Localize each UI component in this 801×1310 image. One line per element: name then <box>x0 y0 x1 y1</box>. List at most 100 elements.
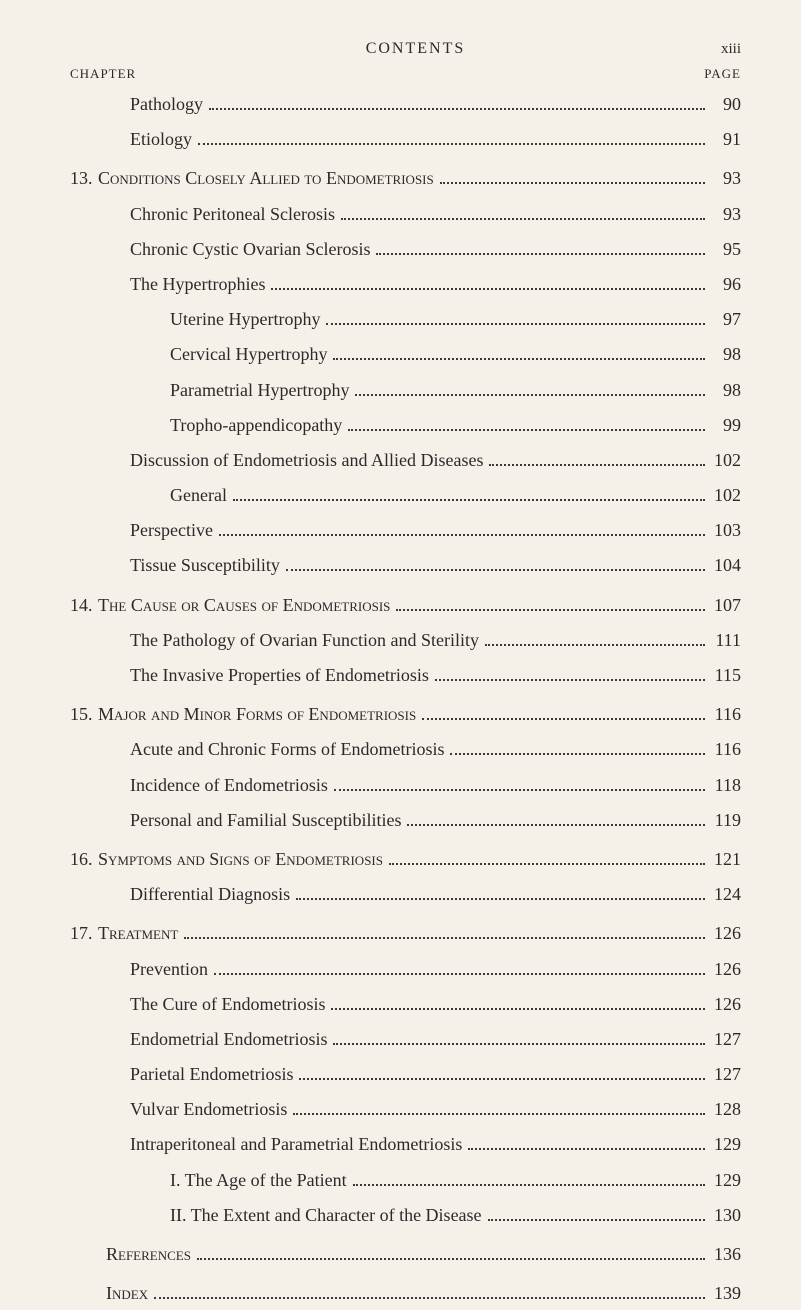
toc-entry: 16.Symptoms and Signs of Endometriosis12… <box>70 847 741 872</box>
toc-entry: Endometrial Endometriosis 127 <box>70 1027 741 1052</box>
toc-entry-label: Vulvar Endometriosis <box>130 1097 287 1122</box>
toc-entry-page: 99 <box>711 413 741 438</box>
toc-entry-label: Differential Diagnosis <box>130 882 290 907</box>
toc-entry: I. The Age of the Patient 129 <box>70 1168 741 1193</box>
toc-entry-page: 119 <box>711 808 741 833</box>
chapter-number: 15. <box>70 702 98 727</box>
toc-entry-page: 128 <box>711 1097 741 1122</box>
toc-entry: 17.Treatment126 <box>70 921 741 946</box>
toc-entry-page: 116 <box>711 737 741 762</box>
toc-leader-dots <box>488 1219 705 1221</box>
toc-entry-page: 102 <box>711 483 741 508</box>
contents-title: CONTENTS <box>110 40 721 58</box>
roman-page-number: xiii <box>721 41 741 58</box>
toc-entry-label: Perspective <box>130 518 213 543</box>
toc-leader-dots <box>214 973 705 975</box>
toc-entry-label: Personal and Familial Susceptibilities <box>130 808 401 833</box>
toc-entry-page: 126 <box>711 957 741 982</box>
toc-entry-label: Parietal Endometriosis <box>130 1062 293 1087</box>
toc-entry-label: The Cure of Endometriosis <box>130 992 325 1017</box>
toc-entry: References 136 <box>70 1242 741 1267</box>
toc-leader-dots <box>331 1008 705 1010</box>
toc-entry: Parametrial Hypertrophy98 <box>70 378 741 403</box>
toc-leader-dots <box>296 898 705 900</box>
toc-leader-dots <box>333 358 705 360</box>
toc-entry: Tissue Susceptibility104 <box>70 553 741 578</box>
toc-entry-page: 97 <box>711 307 741 332</box>
toc-entry-label: General <box>170 483 227 508</box>
toc-entry-page: 139 <box>711 1281 741 1306</box>
toc-entry-page: 124 <box>711 882 741 907</box>
toc-entry: Chronic Peritoneal Sclerosis 93 <box>70 202 741 227</box>
toc-entry-page: 130 <box>711 1203 741 1228</box>
toc-leader-dots <box>184 937 705 939</box>
toc-leader-dots <box>485 644 705 646</box>
toc-entry-label: The Invasive Properties of Endometriosis <box>130 663 429 688</box>
toc-entry-page: 93 <box>711 202 741 227</box>
toc-entry-label: Conditions Closely Allied to Endometrios… <box>98 166 434 191</box>
toc-leader-dots <box>154 1297 705 1299</box>
toc-leader-dots <box>197 1258 705 1260</box>
toc-entry-page: 96 <box>711 272 741 297</box>
toc-leader-dots <box>489 464 705 466</box>
toc-entry: Acute and Chronic Forms of Endometriosis… <box>70 737 741 762</box>
toc-leader-dots <box>334 789 705 791</box>
toc-entry-page: 129 <box>711 1132 741 1157</box>
toc-entry: Discussion of Endometriosis and Allied D… <box>70 448 741 473</box>
toc-entry: 13.Conditions Closely Allied to Endometr… <box>70 166 741 191</box>
toc-entry: II. The Extent and Character of the Dise… <box>70 1203 741 1228</box>
toc-entry-label: Symptoms and Signs of Endometriosis <box>98 847 383 872</box>
toc-entry-page: 98 <box>711 342 741 367</box>
toc-container: Pathology90Etiology9113.Conditions Close… <box>70 92 741 1306</box>
chapter-number: 16. <box>70 847 98 872</box>
toc-entry-label: Tissue Susceptibility <box>130 553 280 578</box>
toc-entry-label: Prevention <box>130 957 208 982</box>
chapter-number: 14. <box>70 593 98 618</box>
toc-leader-dots <box>209 108 705 110</box>
toc-entry-label: The Cause or Causes of Endometriosis <box>98 593 390 618</box>
toc-entry-label: Incidence of Endometriosis <box>130 773 328 798</box>
toc-entry-page: 111 <box>711 628 741 653</box>
toc-leader-dots <box>293 1113 705 1115</box>
toc-entry: Cervical Hypertrophy98 <box>70 342 741 367</box>
toc-leader-dots <box>396 609 705 611</box>
toc-entry-label: I. The Age of the Patient <box>170 1168 347 1193</box>
toc-entry: Prevention 126 <box>70 957 741 982</box>
toc-entry-page: 115 <box>711 663 741 688</box>
toc-entry-page: 136 <box>711 1242 741 1267</box>
toc-leader-dots <box>407 824 705 826</box>
toc-entry-page: 116 <box>711 702 741 727</box>
toc-entry-label: References <box>106 1242 191 1267</box>
toc-entry: General 102 <box>70 483 741 508</box>
toc-entry-label: Chronic Peritoneal Sclerosis <box>130 202 335 227</box>
toc-entry-label: Discussion of Endometriosis and Allied D… <box>130 448 483 473</box>
toc-entry-page: 129 <box>711 1168 741 1193</box>
toc-entry-label: Endometrial Endometriosis <box>130 1027 327 1052</box>
toc-entry-page: 107 <box>711 593 741 618</box>
toc-entry: Index 139 <box>70 1281 741 1306</box>
chapter-column-label: CHAPTER <box>70 66 136 82</box>
toc-entry-label: II. The Extent and Character of the Dise… <box>170 1203 482 1228</box>
toc-entry-page: 127 <box>711 1027 741 1052</box>
chapter-number: 17. <box>70 921 98 946</box>
toc-entry: Tropho-appendicopathy99 <box>70 413 741 438</box>
toc-entry: Parietal Endometriosis127 <box>70 1062 741 1087</box>
toc-leader-dots <box>450 753 705 755</box>
toc-entry: The Pathology of Ovarian Function and St… <box>70 628 741 653</box>
toc-entry-page: 126 <box>711 992 741 1017</box>
toc-leader-dots <box>355 394 705 396</box>
toc-entry: Uterine Hypertrophy97 <box>70 307 741 332</box>
toc-entry: Personal and Familial Susceptibilities 11… <box>70 808 741 833</box>
toc-entry-page: 102 <box>711 448 741 473</box>
toc-entry-label: The Pathology of Ovarian Function and St… <box>130 628 479 653</box>
toc-leader-dots <box>376 253 705 255</box>
toc-entry-label: Parametrial Hypertrophy <box>170 378 349 403</box>
page-column-label: PAGE <box>704 66 741 82</box>
toc-entry: Chronic Cystic Ovarian Sclerosis95 <box>70 237 741 262</box>
toc-entry-label: Chronic Cystic Ovarian Sclerosis <box>130 237 370 262</box>
toc-entry: Perspective103 <box>70 518 741 543</box>
toc-entry-label: Index <box>106 1281 148 1306</box>
toc-leader-dots <box>341 218 705 220</box>
toc-entry-page: 90 <box>711 92 741 117</box>
toc-entry-label: Treatment <box>98 921 178 946</box>
